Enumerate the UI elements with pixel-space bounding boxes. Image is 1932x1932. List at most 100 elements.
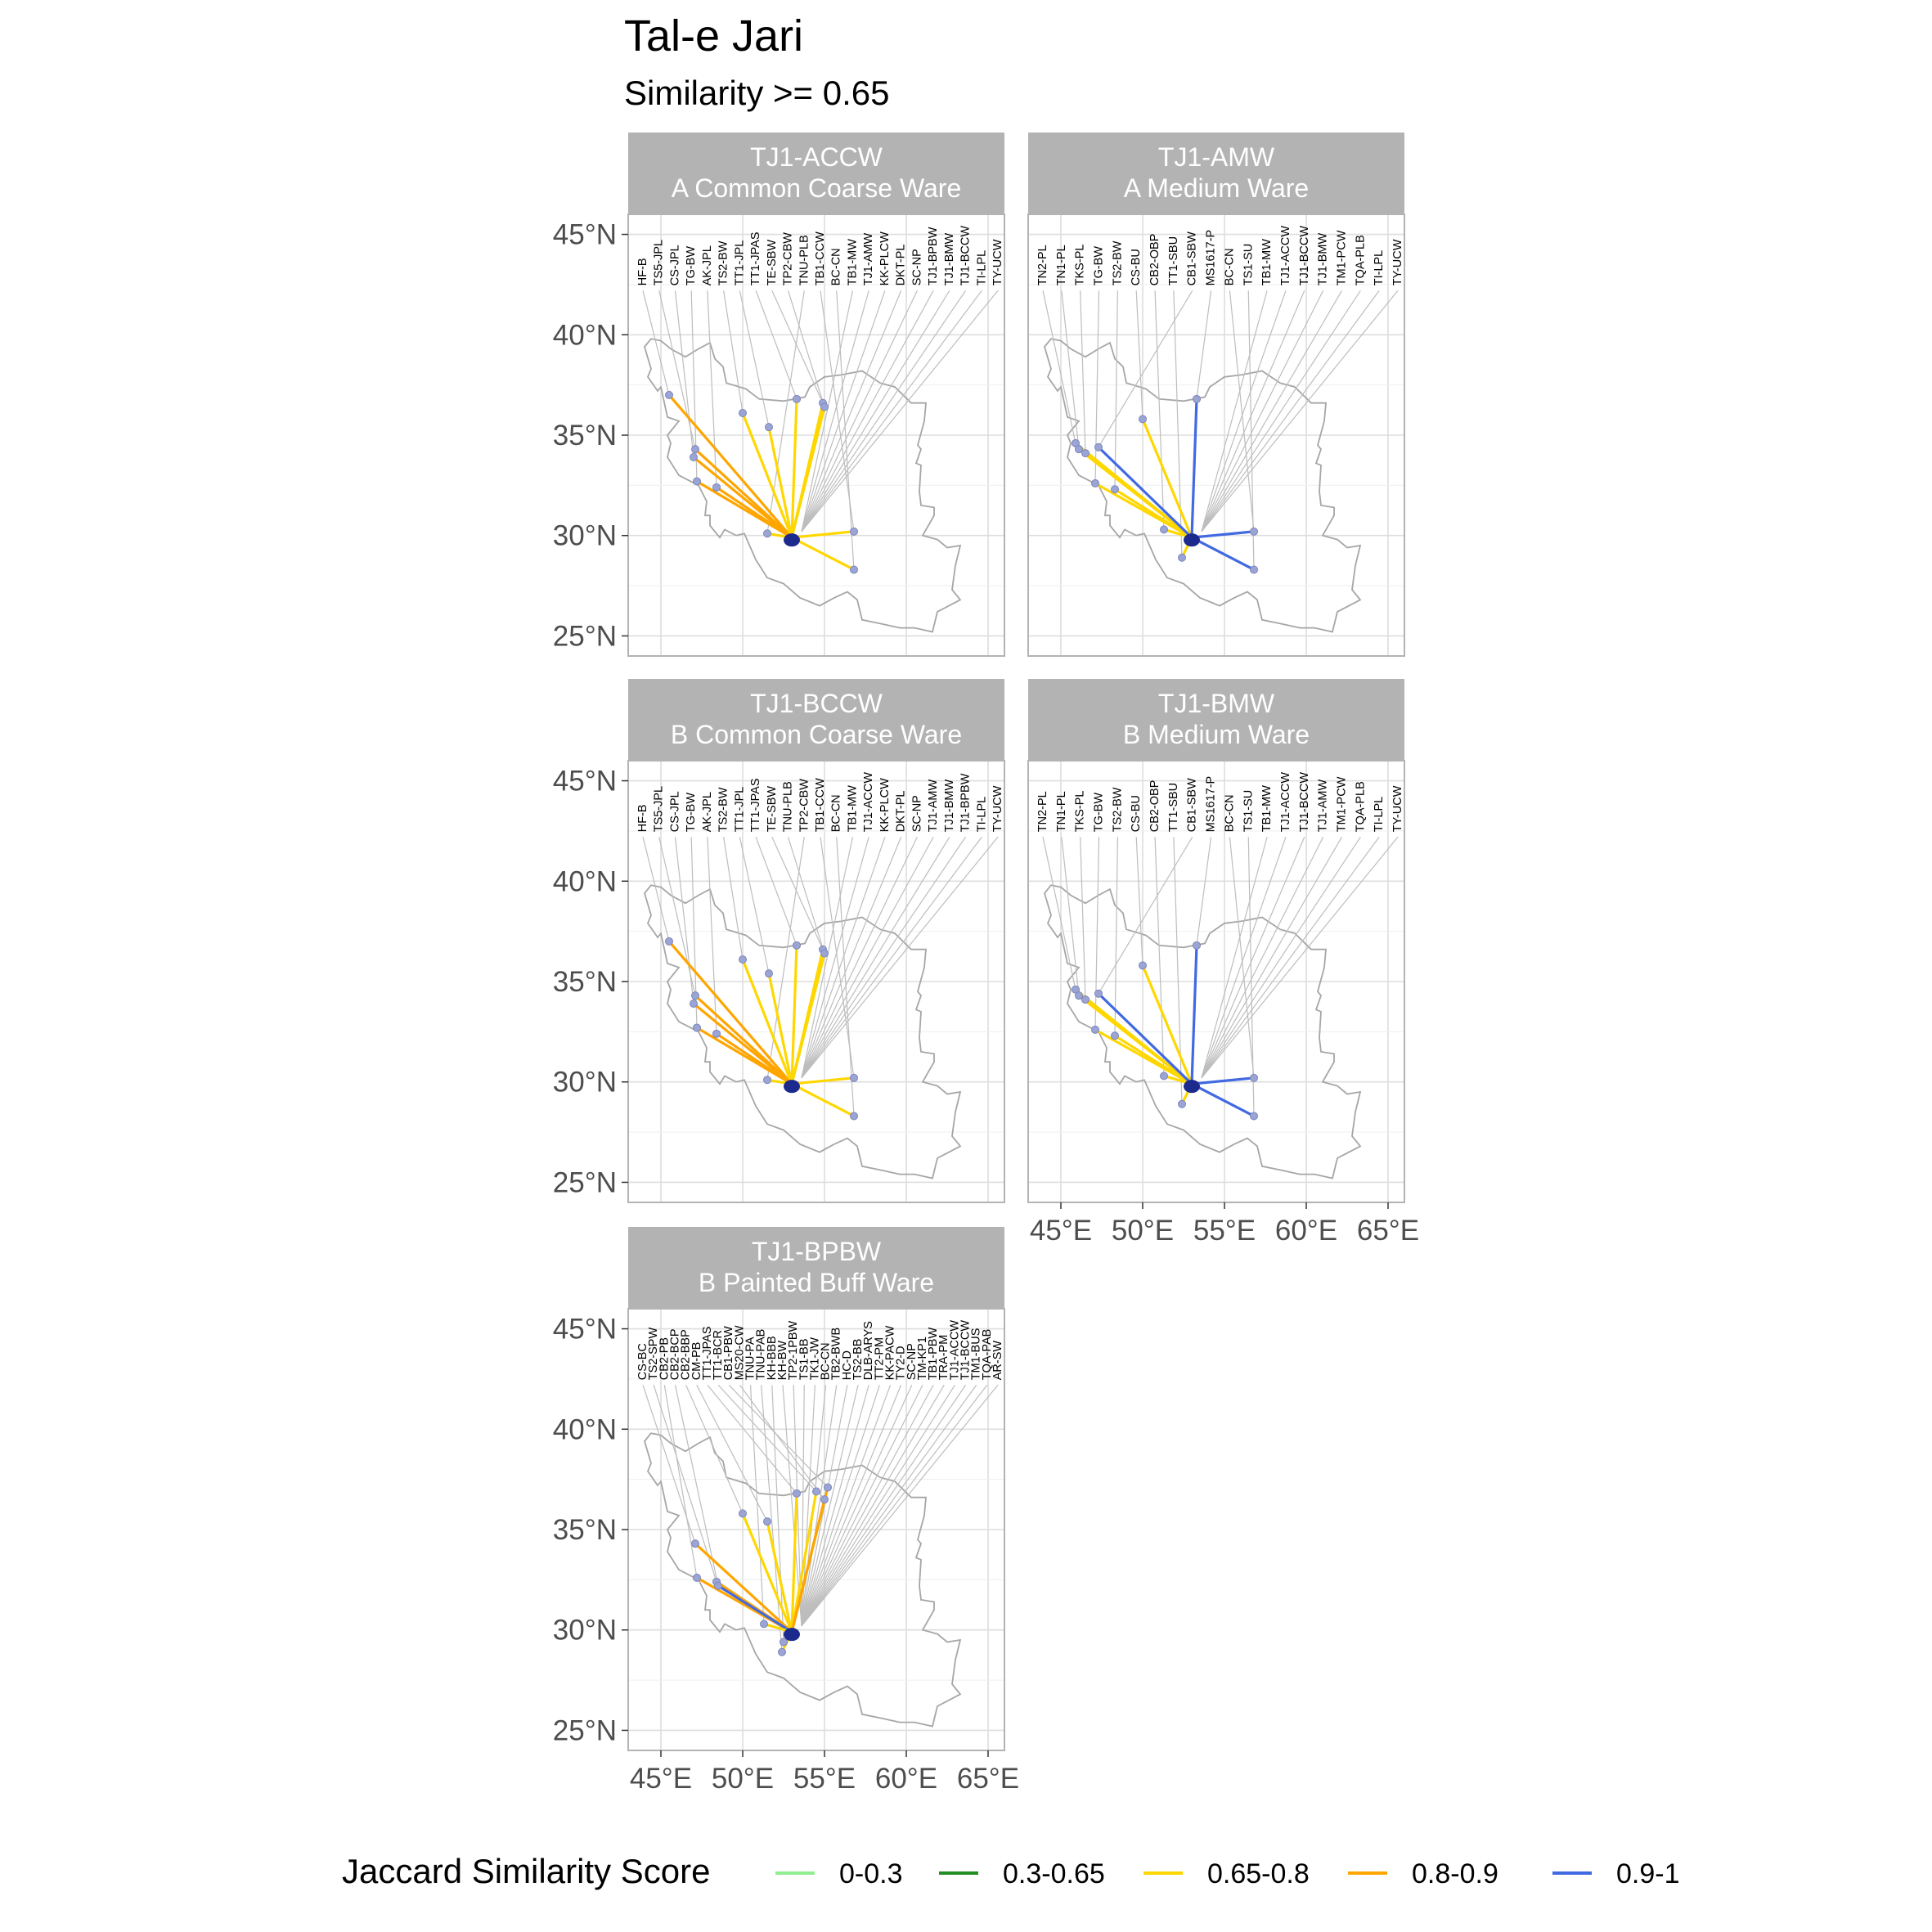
site-point — [712, 483, 721, 492]
site-point — [763, 1076, 771, 1085]
y-tick-label: 30°N — [553, 1067, 617, 1099]
site-label: TB1-MW — [846, 239, 859, 286]
site-label: TJ1-AMW — [862, 233, 875, 286]
site-label: KH-BBB — [766, 1336, 779, 1380]
x-tick-label: 45°E — [1030, 1215, 1092, 1247]
site-label: TS2-SPW — [647, 1328, 660, 1381]
site-point — [712, 1029, 721, 1038]
site-point — [820, 402, 829, 411]
site-leader-line — [685, 1385, 744, 1514]
chart-subtitle: Similarity >= 0.65 — [624, 74, 889, 112]
site-point — [665, 937, 673, 946]
site-leader-line — [801, 1384, 945, 1627]
country-outline — [1044, 884, 1362, 1179]
site-label: AK-JPL — [701, 792, 714, 832]
site-label: TS2-BB — [851, 1339, 865, 1381]
y-tick-label: 45°N — [553, 1314, 617, 1346]
site-label: TT1-BCR — [712, 1330, 725, 1380]
site-point — [691, 991, 699, 1000]
origin-site-point — [784, 533, 800, 547]
site-leader-line — [801, 290, 934, 532]
y-tick-label: 35°N — [553, 966, 617, 998]
facet-strip-name: B Common Coarse Ware — [671, 720, 962, 749]
site-label: HC-D — [841, 1350, 854, 1380]
site-label: TKS-PL — [1074, 245, 1087, 286]
site-point — [1094, 443, 1103, 452]
site-label: TE-SBW — [766, 786, 779, 833]
site-label: TKS-PL — [1074, 791, 1087, 833]
site-leader-line — [728, 1384, 829, 1488]
site-label: CB2-BCP — [668, 1328, 681, 1380]
legend-label: 0.9-1 — [1616, 1858, 1680, 1889]
y-tick-label: 25°N — [553, 1166, 617, 1198]
x-tick-label: 50°E — [1112, 1215, 1174, 1247]
site-leader-line — [801, 1385, 869, 1626]
site-label: TT1-JPL — [733, 787, 746, 833]
facet-strip — [628, 679, 1004, 761]
site-point — [693, 477, 701, 486]
legend-items: 0-0.3 0.3-0.65 0.65-0.8 0.8-0.9 0.9-1 — [775, 1858, 1680, 1889]
site-point — [850, 527, 858, 536]
site-label: TJ1-BCCW — [959, 226, 973, 286]
site-point — [1091, 1025, 1099, 1034]
similarity-link — [790, 944, 798, 1085]
site-leader-line — [801, 1385, 902, 1627]
chart-title: Tal-e Jari — [624, 11, 803, 61]
site-label: AK-JPL — [701, 245, 714, 285]
facet-strip-name: A Common Coarse Ware — [672, 173, 961, 203]
site-leader-line — [1094, 290, 1100, 483]
site-label: MS20-CW — [733, 1325, 746, 1380]
site-leader-line — [1114, 837, 1118, 1036]
site-point — [1193, 941, 1201, 950]
y-tick-label: 45°N — [553, 219, 617, 251]
site-leader-line — [1201, 836, 1342, 1079]
site-leader-line — [801, 290, 950, 532]
site-leader-line — [707, 290, 717, 487]
site-point — [760, 1620, 768, 1629]
site-leader-line — [761, 1385, 783, 1652]
site-leader-line — [1196, 837, 1212, 946]
country-outline — [644, 884, 962, 1179]
similarity-link — [667, 393, 793, 539]
x-tick-label: 65°E — [1357, 1215, 1419, 1247]
site-point — [1075, 991, 1083, 1000]
site-label: TJ1-AMW — [927, 780, 940, 833]
site-label: TI-LPL — [975, 250, 988, 286]
site-leader-line — [674, 1385, 719, 1586]
site-point — [1160, 525, 1168, 534]
site-leader-line — [1094, 837, 1100, 1030]
site-point — [763, 1517, 771, 1526]
similarity-link — [741, 411, 793, 539]
site-leader-line — [1098, 290, 1193, 448]
origin-site-point — [784, 1080, 800, 1094]
site-label: TI-LPL — [1373, 250, 1386, 286]
site-leader-line — [1114, 290, 1118, 490]
site-leader-line — [801, 1385, 892, 1627]
site-label: CB2-PB — [658, 1337, 671, 1380]
similarity-link — [766, 1520, 793, 1633]
site-label: MS1617-P — [1205, 230, 1218, 286]
site-leader-line — [787, 290, 825, 407]
site-point — [1081, 995, 1090, 1004]
site-label: TY-UCW — [991, 785, 1004, 832]
site-label: TE-SBW — [766, 240, 779, 286]
site-label: CB2-OBP — [1148, 234, 1161, 286]
site-leader-line — [836, 290, 855, 570]
site-label: TJ1-AMW — [1317, 780, 1330, 833]
site-leader-line — [771, 837, 824, 950]
site-label: TS2-BW — [1111, 787, 1124, 832]
panel-border — [1027, 760, 1405, 1203]
site-label: TT1-JPAS — [749, 778, 762, 832]
panel-border — [1027, 213, 1405, 657]
site-point — [1091, 479, 1099, 487]
similarity-link — [1097, 992, 1193, 1085]
site-label: TG-BW — [685, 793, 698, 833]
site-leader-line — [1201, 290, 1287, 532]
site-leader-line — [801, 837, 869, 1078]
site-leader-line — [723, 837, 744, 960]
